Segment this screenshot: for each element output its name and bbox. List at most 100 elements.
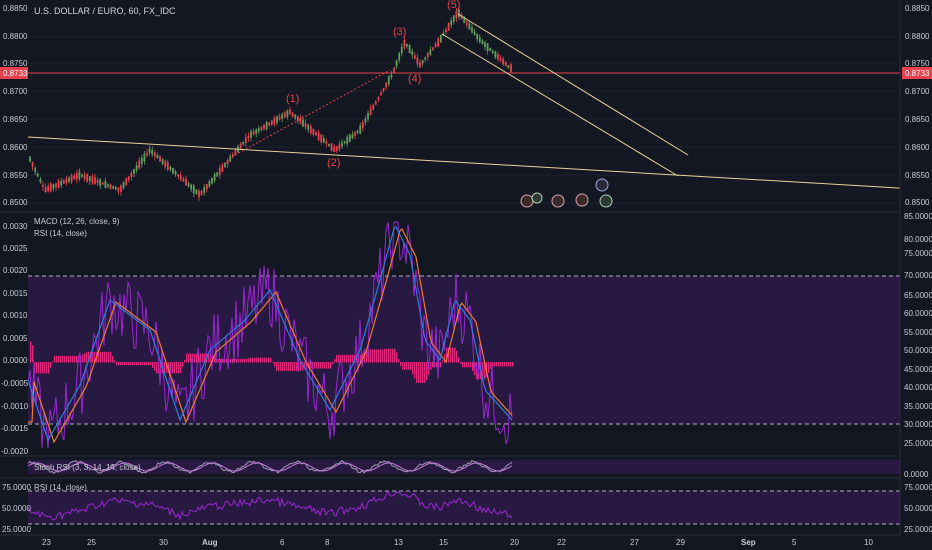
stoch-rsi-pane[interactable] [27,459,900,474]
price-tick-left: 0.8650 [3,115,28,124]
trendline-lower[interactable] [441,33,679,177]
histogram-bar [290,362,292,371]
calendar-event-icon [595,178,609,192]
trendline-long[interactable] [27,136,932,191]
candle-body [325,141,328,144]
rsi-tick-left: 50.0000 [2,504,31,513]
histogram-bar [506,362,508,367]
candle-body [281,114,284,119]
rsi-pane[interactable] [27,490,900,525]
price-tick-left: 0.8500 [3,198,28,207]
histogram-bar [124,362,126,366]
candle-body [133,169,135,174]
events-icons[interactable] [520,178,613,208]
trendline-upper[interactable] [457,13,689,156]
histogram-bar [248,358,250,363]
wave-labels: (1) (2) (3) (4) (5) [286,0,460,169]
histogram-bar [366,349,368,363]
histogram-bar [466,362,468,368]
histogram-bar [70,355,72,363]
rsi-overlay-tick: 50.0000 [904,346,932,355]
calendar-event-icon [531,192,543,204]
price-pane[interactable]: (1) (2) (3) (4) (5) [27,0,932,208]
candle-body [187,182,190,187]
stoch-d-line [27,462,513,472]
macd-title[interactable]: MACD (12, 26, close, 9) [34,217,120,226]
candle-body [179,175,182,181]
histogram-bar [424,362,426,383]
candle-body [73,175,76,180]
histogram-bar [410,362,412,370]
histogram-bar [374,349,376,363]
candles [29,8,512,202]
candle-body [473,31,476,35]
wave-label-2: (2) [327,157,340,169]
histogram-bar [510,362,512,367]
candle-body [502,59,505,65]
candle-body [309,126,312,133]
candle-body [489,47,492,52]
histogram-bar [270,357,272,363]
candle-body [36,173,39,177]
time-tick: 8 [325,538,330,547]
histogram-bar [328,362,330,369]
last-price-label-right [902,67,932,79]
histogram-bar [404,362,406,370]
rsi-overlay-title[interactable]: RSI (14, close) [34,229,87,238]
symbol-title[interactable]: U.S. DOLLAR / EURO, 60, FX_IDC [34,6,176,16]
histogram-bar [504,362,506,367]
candle-body [174,171,177,175]
histogram-bar [186,353,188,363]
histogram-bar [428,362,430,376]
candle-body [322,138,325,143]
histogram-bar [100,351,102,363]
candle-body [478,37,481,42]
candle-body [200,191,203,196]
candle-body [296,115,299,122]
candle-body [471,27,473,33]
histogram-bar [238,358,240,363]
candle-body [455,10,458,19]
candle-body [356,130,359,133]
candle-body [320,134,323,143]
histogram-bar [280,362,282,371]
candle-body [450,20,453,25]
candle-body [161,158,164,164]
candle-body [335,146,338,151]
histogram-bar [304,362,306,370]
candle-body [34,167,37,173]
candle-body [312,128,315,135]
histogram-bar [388,348,390,363]
macd-tick: -0.0010 [1,402,29,411]
histogram-bar [460,362,462,365]
rsi-title[interactable]: RSI (14, close) [34,483,87,492]
histogram-bar [104,351,106,363]
candle-body [159,156,161,162]
candle-body [120,185,122,192]
histogram-bar [98,351,100,363]
histogram-bar [442,360,444,363]
histogram-bar [454,347,456,363]
candle-body [273,117,276,125]
histogram-bar [364,351,366,363]
candle-body [377,96,380,100]
wave-label-3: (3) [393,26,406,38]
histogram-bar [458,357,460,363]
candle-body [432,47,434,51]
macd-pane[interactable] [27,221,900,449]
histogram-bar [182,362,184,367]
stoch-title[interactable]: Stoch RSI (3, 3, 14, 14, close) [34,463,141,472]
candle-body [242,141,245,145]
time-tick: 23 [42,538,51,547]
candle-body [164,160,167,167]
candle-body [29,156,31,162]
candle-body [91,176,94,184]
histogram-bar [330,362,332,369]
histogram-bar [412,362,414,375]
candle-body [177,174,180,177]
rsi-line [27,490,513,521]
histogram-bar [188,353,190,363]
last-price-text-left: 0.8733 [3,69,28,78]
candle-body [398,53,401,61]
